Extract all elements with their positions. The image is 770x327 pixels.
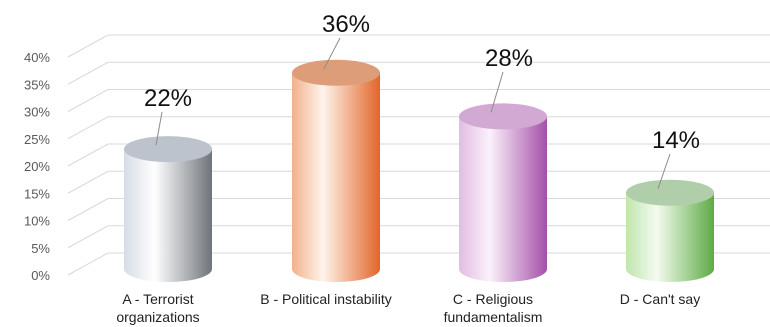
y-tick-label: 35%: [24, 77, 50, 92]
data-label: 36%: [322, 11, 370, 38]
category-label: D - Can't say: [620, 291, 700, 307]
category-label: fundamentalism: [444, 309, 543, 325]
bar-top: [626, 179, 714, 206]
x-axis-category-labels: A - Terrorist organizations B - Political …: [116, 291, 700, 325]
bar-c: [459, 103, 547, 283]
category-label: B - Political instability: [260, 291, 392, 307]
bar-body: [459, 116, 547, 283]
y-tick-label: 5%: [31, 241, 50, 256]
bar-d: [626, 179, 714, 282]
gridline: [67, 34, 770, 58]
gridline: [67, 170, 770, 194]
y-axis-tick-labels: 0% 5% 10% 15% 20% 25% 30% 35% 40%: [24, 50, 50, 283]
y-tick-label: 15%: [24, 186, 50, 201]
leader-line: [323, 37, 341, 70]
category-label: A - Terrorist: [122, 291, 193, 307]
gridline: [67, 143, 770, 167]
bar-top: [292, 59, 380, 86]
y-tick-label: 20%: [24, 159, 50, 174]
gridline: [67, 61, 770, 85]
gridline: [67, 225, 770, 249]
bar-body: [626, 192, 714, 282]
bar-top: [459, 103, 547, 130]
data-labels: 22% 36% 28% 14%: [144, 11, 700, 154]
data-label-leaders: [155, 37, 671, 189]
leader-line: [490, 71, 504, 113]
data-label: 28%: [485, 45, 533, 72]
bar-body: [124, 149, 212, 282]
bars: [124, 59, 714, 283]
y-tick-label: 30%: [24, 105, 50, 120]
gridline: [67, 116, 770, 140]
data-label: 14%: [652, 127, 700, 154]
data-label: 22%: [144, 85, 192, 112]
bar-b: [292, 59, 380, 282]
y-tick-label: 0%: [31, 268, 50, 283]
leader-line: [155, 111, 163, 146]
gridlines: [67, 34, 770, 276]
y-tick-label: 40%: [24, 50, 50, 65]
category-label: organizations: [116, 309, 199, 325]
gridline: [67, 89, 770, 112]
gridline: [67, 252, 770, 276]
bar-a: [124, 136, 212, 282]
leader-line: [657, 153, 671, 189]
category-label: C - Religious: [453, 291, 533, 307]
gridline: [67, 198, 770, 221]
y-tick-label: 10%: [24, 214, 50, 229]
bar-body: [292, 72, 380, 282]
bar-top: [124, 136, 212, 163]
y-tick-label: 25%: [24, 132, 50, 147]
